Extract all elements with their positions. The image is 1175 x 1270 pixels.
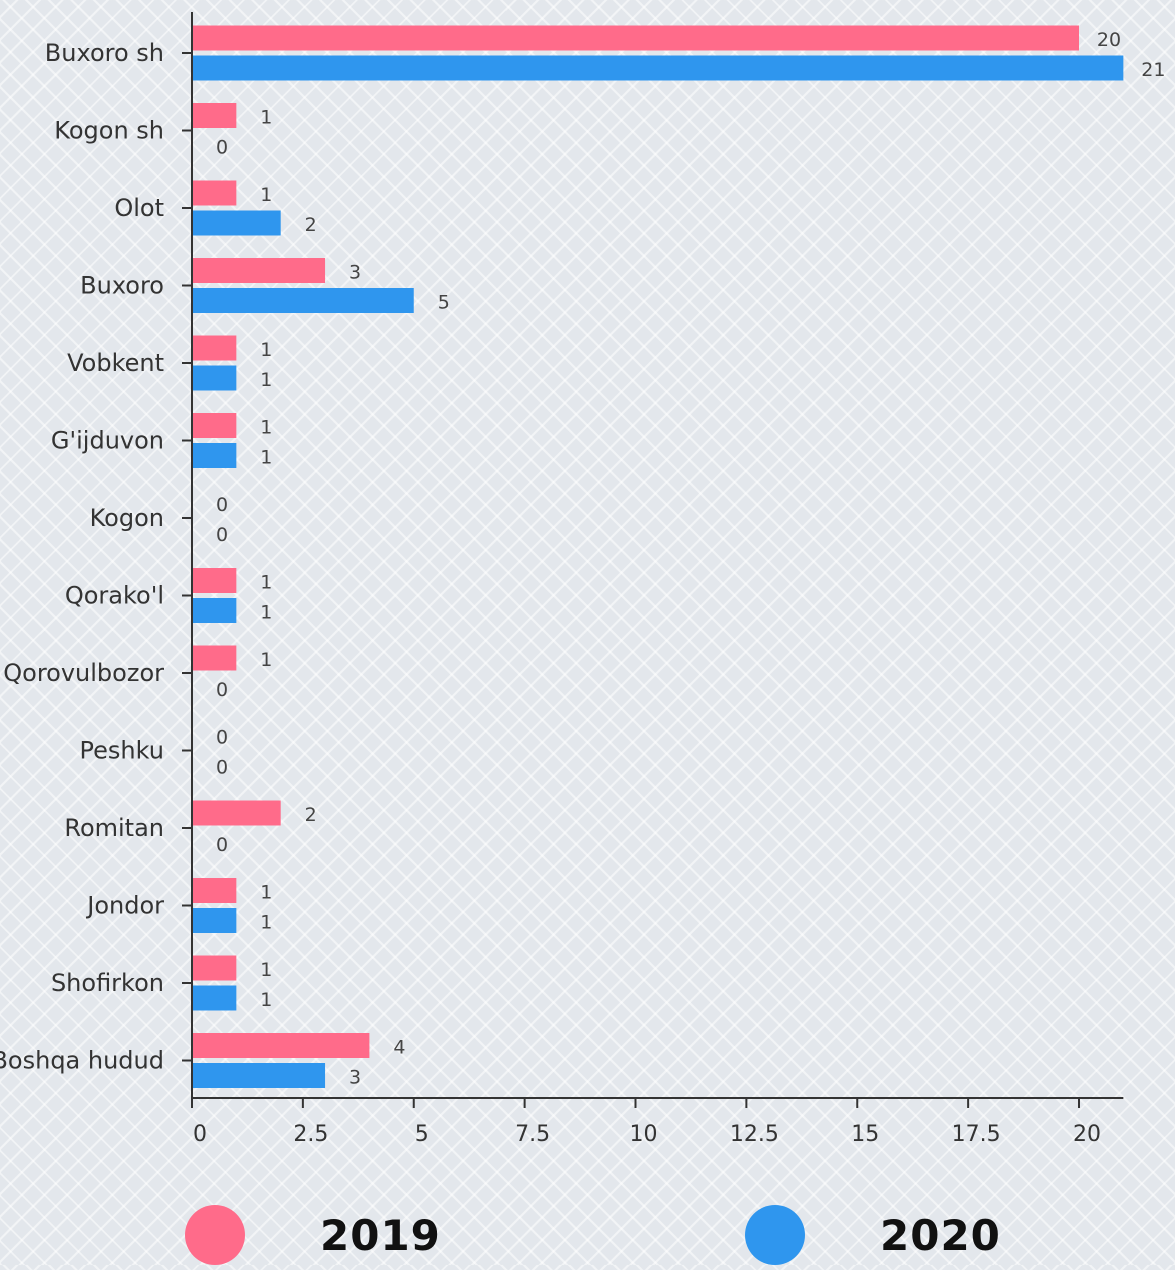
bar-2019-g-ijduvon (192, 413, 237, 438)
value-label-2020-olot: 2 (305, 214, 317, 236)
category-label-romitan: Romitan (64, 814, 164, 842)
value-label-2020-buxoro: 5 (438, 292, 450, 314)
value-label-2019-boshqa-hudud: 4 (393, 1037, 405, 1059)
x-tick-label-4: 10 (630, 1122, 658, 1147)
legend-swatch-2020 (745, 1205, 805, 1265)
x-tick-label-2: 5 (415, 1122, 429, 1147)
x-tick-label-6: 15 (851, 1122, 879, 1147)
category-label-g-ijduvon: G'ijduvon (51, 427, 164, 455)
bar-2020-buxoro-sh (192, 55, 1124, 81)
value-label-2019-qorako-l: 1 (260, 572, 272, 594)
value-label-2020-peshku: 0 (216, 757, 228, 779)
legend-item-2019: 2019 (185, 1200, 441, 1270)
category-label-boshqa-hudud: Boshqa hudud (0, 1047, 164, 1075)
x-tick-label-7: 17.5 (952, 1122, 1001, 1147)
value-label-2019-romitan: 2 (305, 804, 317, 826)
bar-2019-qorako-l (192, 568, 237, 593)
x-tick-label-5: 12.5 (730, 1122, 779, 1147)
category-label-vobkent: Vobkent (67, 349, 164, 377)
value-label-2020-g-ijduvon: 1 (260, 447, 272, 469)
bar-2019-boshqa-hudud (192, 1033, 370, 1058)
category-label-qorovulbozor: Qorovulbozor (3, 659, 164, 687)
x-tick-label-8: 20 (1073, 1122, 1101, 1147)
bar-2019-vobkent (192, 335, 237, 361)
bar-2020-g-ijduvon (192, 443, 237, 468)
bar-2019-kogon-sh (192, 103, 237, 128)
bar-2020-vobkent (192, 365, 237, 391)
value-label-2020-shofirkon: 1 (260, 989, 272, 1011)
bar-2019-olot (192, 180, 237, 206)
bar-2020-boshqa-hudud (192, 1063, 326, 1088)
bar-2020-jondor (192, 908, 237, 933)
bar-2020-olot (192, 210, 281, 236)
bar-2019-qorovulbozor (192, 645, 237, 671)
value-label-2019-kogon: 0 (216, 494, 228, 516)
bar-2019-romitan (192, 800, 281, 826)
category-label-olot: Olot (114, 194, 164, 222)
value-label-2019-peshku: 0 (216, 727, 228, 749)
category-label-kogon-sh: Kogon sh (54, 117, 164, 145)
value-label-2019-vobkent: 1 (260, 339, 272, 361)
legend-label-2019: 2019 (320, 1210, 441, 1260)
value-label-2019-g-ijduvon: 1 (260, 417, 272, 439)
bar-2019-buxoro (192, 258, 326, 283)
value-label-2019-olot: 1 (260, 184, 272, 206)
bar-2020-shofirkon (192, 985, 237, 1011)
x-tick-label-3: 7.5 (515, 1122, 550, 1147)
value-label-2020-romitan: 0 (216, 834, 228, 856)
bars-group (192, 25, 1124, 1088)
value-label-2019-buxoro-sh: 20 (1097, 29, 1121, 51)
x-tick-label-0: 0 (193, 1122, 207, 1147)
bar-2019-jondor (192, 878, 237, 903)
bar-2019-shofirkon (192, 955, 237, 981)
legend-label-2020: 2020 (880, 1210, 1001, 1260)
legend-item-2020: 2020 (745, 1200, 1001, 1270)
value-label-2019-shofirkon: 1 (260, 959, 272, 981)
category-label-jondor: Jondor (85, 892, 164, 920)
axes-group (182, 12, 1124, 1108)
value-label-2020-vobkent: 1 (260, 369, 272, 391)
category-label-shofirkon: Shofirkon (51, 969, 164, 997)
x-tick-label-1: 2.5 (293, 1122, 328, 1147)
value-label-2020-qorovulbozor: 0 (216, 679, 228, 701)
bar-2019-buxoro-sh (192, 25, 1079, 51)
bar-2020-buxoro (192, 288, 414, 313)
value-label-2020-kogon-sh: 0 (216, 137, 228, 159)
bar-2020-qorako-l (192, 598, 237, 623)
value-label-2020-qorako-l: 1 (260, 602, 272, 624)
value-label-2019-kogon-sh: 1 (260, 107, 272, 129)
category-label-buxoro-sh: Buxoro sh (45, 39, 164, 67)
category-label-peshku: Peshku (80, 737, 164, 765)
category-label-qorako-l: Qorako'l (65, 582, 164, 610)
value-label-2019-jondor: 1 (260, 882, 272, 904)
value-label-2019-qorovulbozor: 1 (260, 649, 272, 671)
category-label-kogon: Kogon (90, 504, 164, 532)
value-label-2019-buxoro: 3 (349, 262, 361, 284)
value-label-2020-jondor: 1 (260, 912, 272, 934)
value-label-2020-kogon: 0 (216, 524, 228, 546)
value-label-2020-buxoro-sh: 21 (1141, 59, 1165, 81)
category-label-buxoro: Buxoro (80, 272, 164, 300)
legend-swatch-2019 (185, 1205, 245, 1265)
value-label-2020-boshqa-hudud: 3 (349, 1067, 361, 1089)
